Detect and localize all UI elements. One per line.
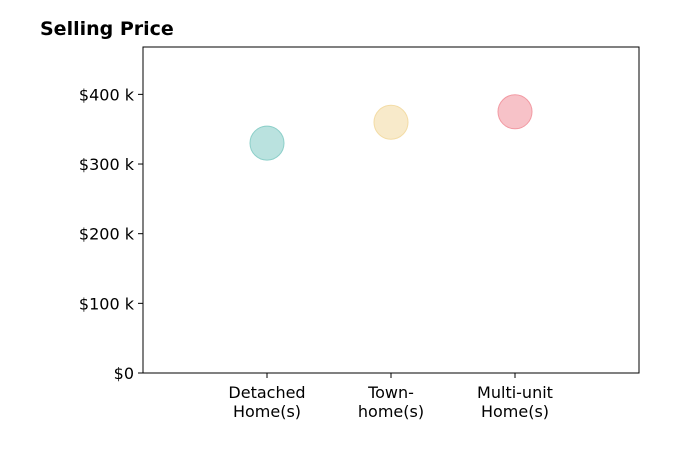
x-tick-label-line: home(s) bbox=[358, 402, 424, 421]
y-tick-label: $400 k bbox=[79, 85, 135, 104]
x-tick-label-line: Home(s) bbox=[233, 402, 301, 421]
x-tick-label-line: Town- bbox=[367, 383, 414, 402]
x-tick-label-line: Detached bbox=[228, 383, 305, 402]
plot-area bbox=[142, 46, 640, 374]
y-tick-label: $0 bbox=[114, 364, 134, 383]
data-points bbox=[249, 94, 533, 161]
x-tick-label-line: Home(s) bbox=[481, 402, 549, 421]
data-point bbox=[373, 104, 409, 140]
x-tick-label: Detached Home(s) bbox=[228, 383, 305, 421]
chart-title: Selling Price bbox=[40, 18, 174, 40]
data-point bbox=[497, 94, 533, 130]
y-tick-label: $100 k bbox=[79, 294, 135, 313]
y-tick-label: $300 k bbox=[79, 155, 135, 174]
x-tick-label: Town-home(s) bbox=[358, 383, 424, 421]
data-point bbox=[249, 125, 285, 161]
y-axis: $0 $100 k $200 k $300 k $400 k bbox=[79, 85, 143, 383]
x-tick-label-line: Multi-unit bbox=[477, 383, 553, 402]
y-tick-label: $200 k bbox=[79, 225, 135, 244]
x-tick-label: Multi-unit Home(s) bbox=[477, 383, 553, 421]
x-axis: Detached Home(s)Town-home(s)Multi-unit Hom… bbox=[228, 373, 553, 421]
